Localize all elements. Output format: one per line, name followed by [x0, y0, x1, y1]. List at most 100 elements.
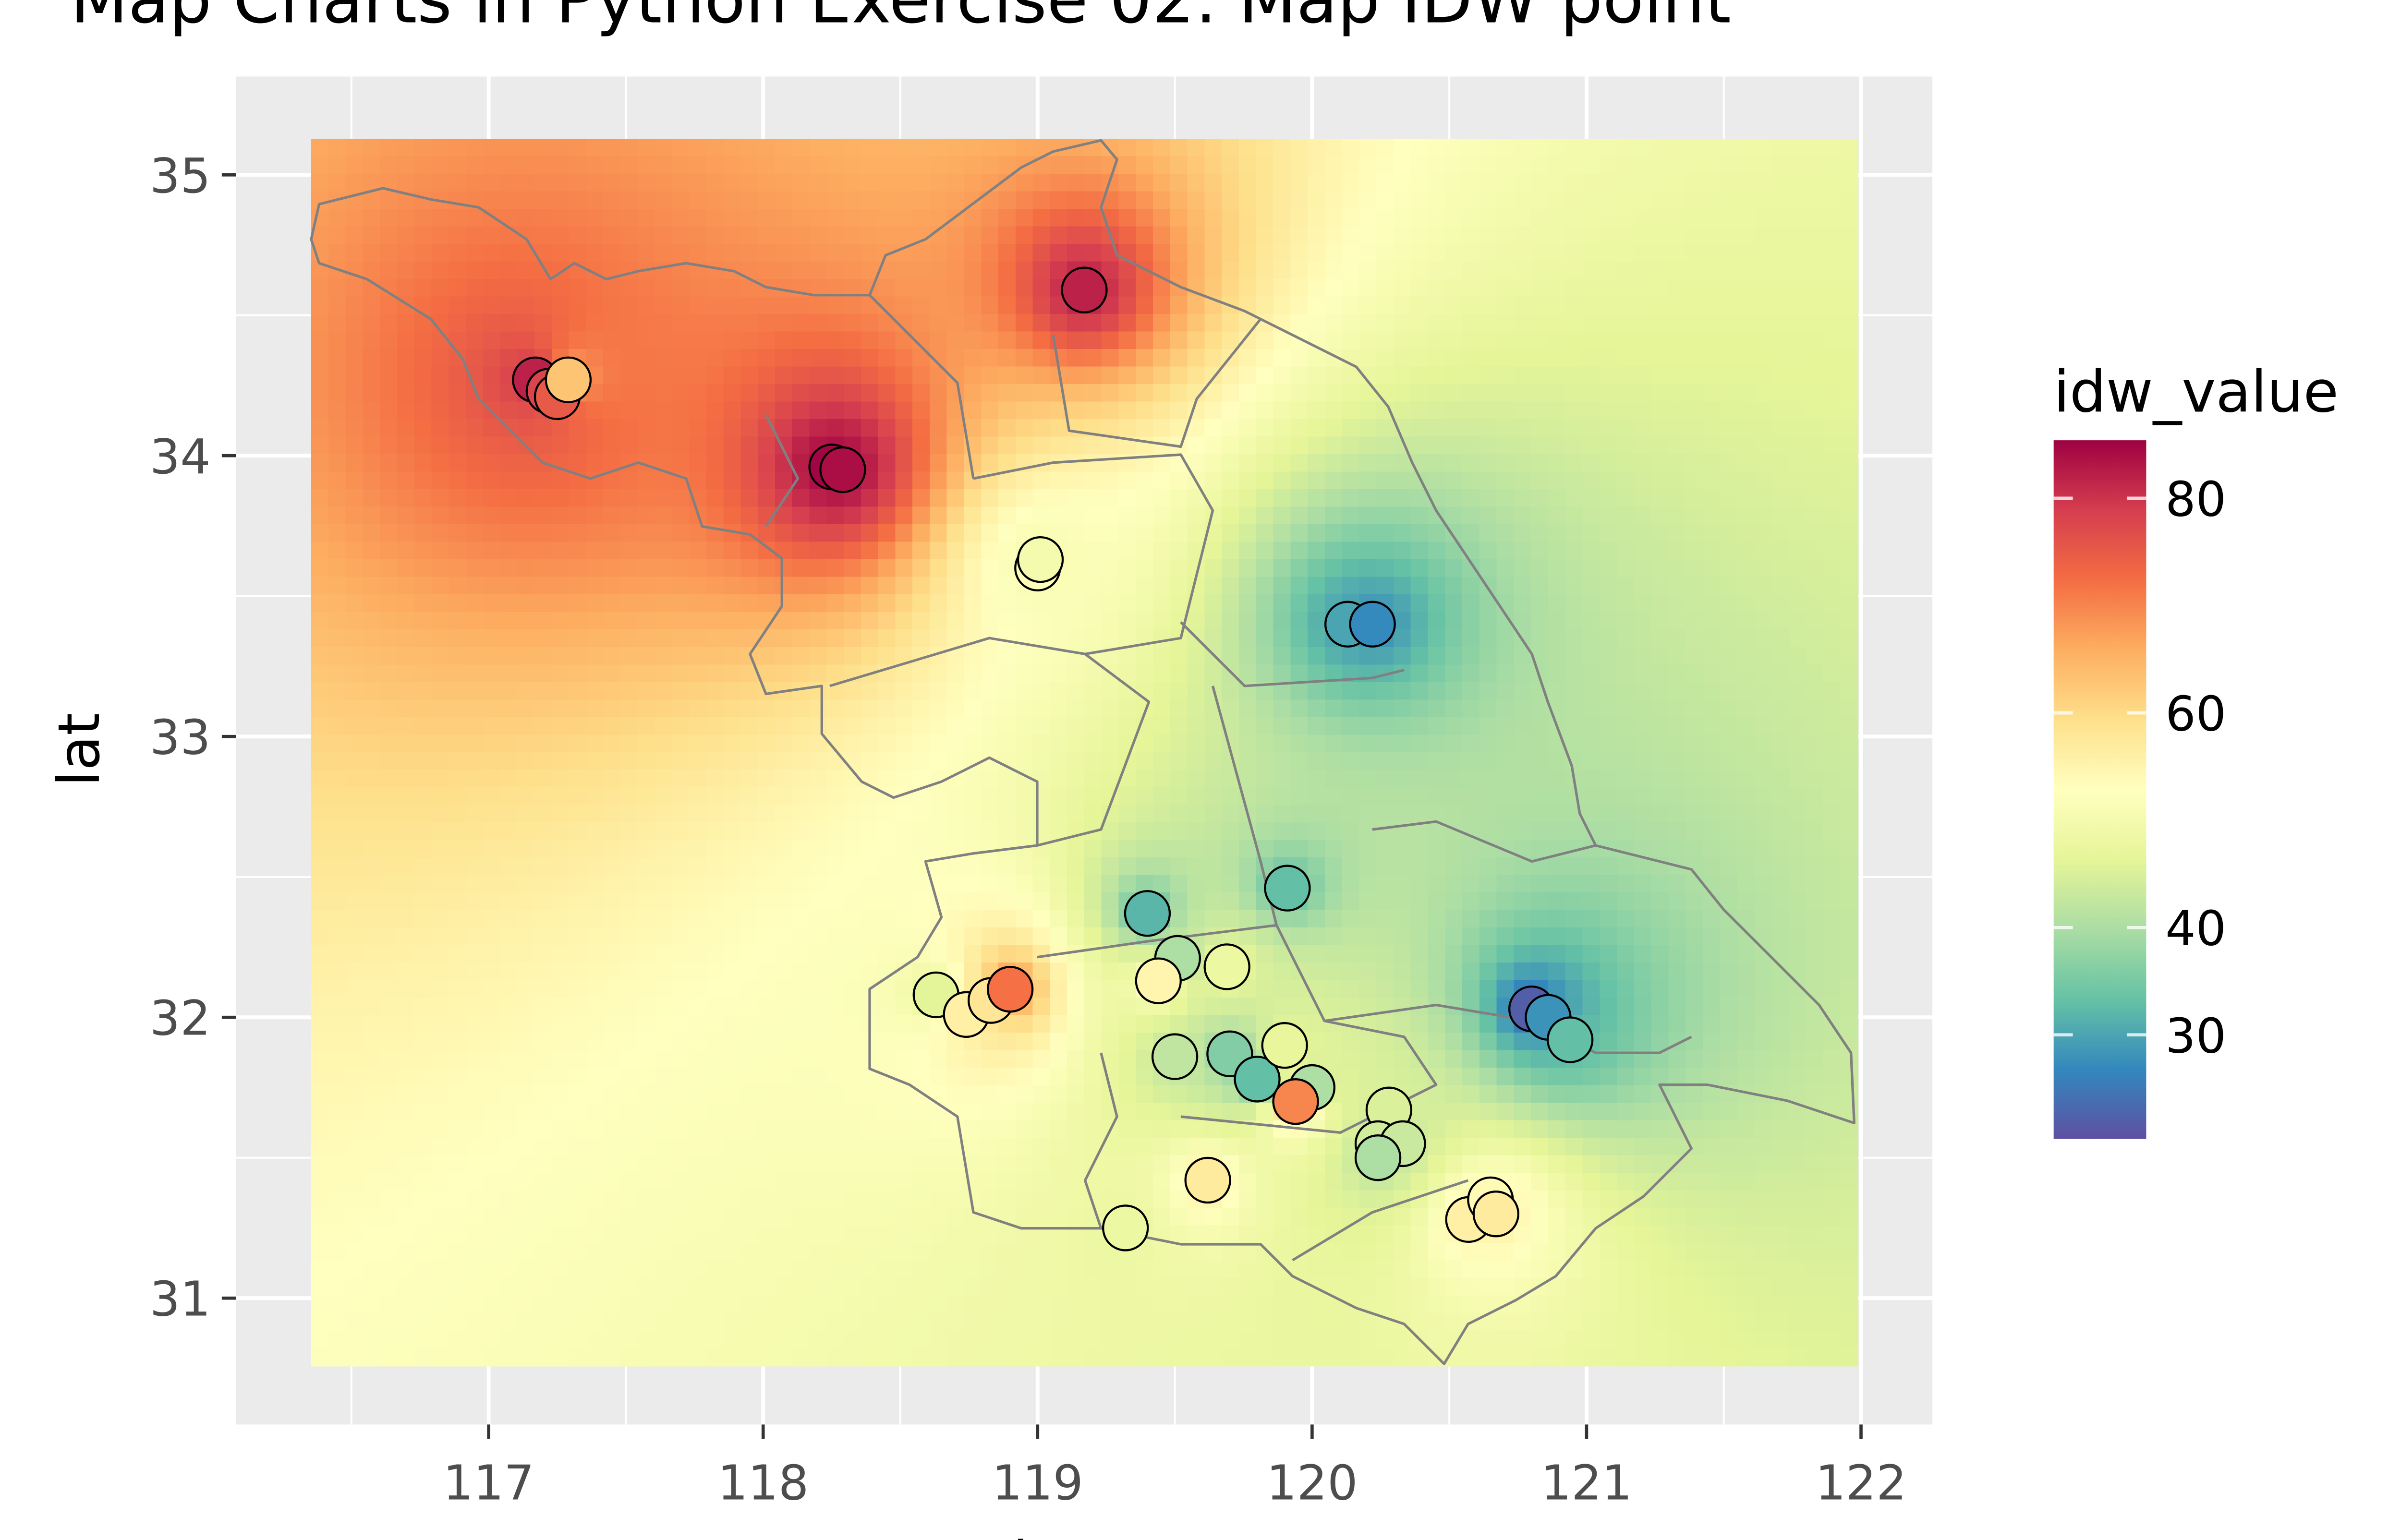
idw-cell [1393, 664, 1412, 683]
idw-cell [603, 191, 621, 210]
idw-cell [1771, 980, 1790, 999]
idw-cell [637, 436, 656, 456]
idw-cell [1393, 682, 1412, 701]
idw-cell [328, 209, 347, 228]
idw-cell [1273, 647, 1292, 666]
idw-cell [1582, 927, 1601, 946]
idw-cell [1050, 840, 1068, 858]
idw-cell [1153, 524, 1171, 543]
idw-cell [517, 805, 536, 823]
idw-cell [1101, 910, 1120, 928]
idw-cell [363, 261, 381, 280]
idw-cell [1462, 261, 1480, 280]
idw-cell [1376, 174, 1395, 192]
idw-cell [1840, 770, 1858, 788]
idw-cell [620, 997, 639, 1016]
idw-cell [1565, 174, 1584, 192]
idw-cell [449, 962, 467, 981]
idw-cell [1015, 174, 1034, 192]
idw-cell [586, 910, 605, 928]
idw-cell [1118, 1085, 1137, 1104]
idw-cell [620, 892, 639, 911]
idw-cell [500, 401, 519, 421]
idw-cell [1445, 139, 1464, 157]
idw-cell [1617, 945, 1635, 963]
idw-cell [1445, 541, 1464, 561]
idw-cell [878, 857, 897, 876]
idw-cell [1823, 910, 1842, 928]
idw-cell [431, 770, 450, 788]
idw-cell [1806, 279, 1824, 298]
idw-cell [1496, 699, 1515, 718]
idw-cell [895, 209, 914, 228]
idw-cell [912, 419, 931, 438]
idw-cell [380, 244, 398, 263]
idw-cell [655, 1102, 673, 1121]
idw-cell [414, 612, 433, 631]
idw-cell [534, 174, 553, 192]
idw-cell [912, 139, 931, 157]
idw-cell [1204, 1085, 1223, 1104]
idw-cell [465, 822, 484, 841]
idw-cell [1238, 401, 1257, 421]
idw-cell [1170, 506, 1188, 526]
idw-cell [311, 647, 329, 666]
idw-cell [1428, 401, 1446, 421]
idw-cell [1222, 559, 1240, 578]
idw-cell [912, 840, 931, 858]
idw-cell [1101, 314, 1120, 333]
idw-cell [1582, 436, 1601, 456]
idw-cell [500, 717, 519, 736]
idw-cell [517, 770, 536, 788]
idw-cell [1222, 892, 1240, 911]
idw-cell [1101, 594, 1120, 613]
idw-cell [655, 349, 673, 368]
idw-cell [723, 209, 742, 228]
idw-cell [878, 1015, 897, 1034]
idw-cell [1531, 787, 1549, 806]
idw-cell [1771, 471, 1790, 491]
idw-cell [465, 1102, 484, 1121]
idw-cell [1376, 1067, 1395, 1086]
idw-cell [517, 314, 536, 333]
idw-cell [1600, 647, 1618, 666]
idw-cell [1376, 752, 1395, 771]
idw-cell [603, 314, 621, 333]
idw-cell [1342, 436, 1360, 456]
idw-cell [1702, 752, 1721, 771]
idw-cell [363, 594, 381, 613]
idw-cell [1204, 454, 1223, 473]
idw-cell [517, 787, 536, 806]
idw-cell [363, 541, 381, 561]
idw-cell [792, 559, 811, 578]
idw-cell [1101, 962, 1120, 981]
idw-cell [758, 577, 776, 596]
idw-cell [1238, 875, 1257, 893]
idw-cell [1634, 805, 1652, 823]
idw-cell [534, 962, 553, 981]
idw-cell [449, 805, 467, 823]
idw-cell [1308, 401, 1326, 421]
idw-cell [1462, 436, 1480, 456]
idw-cell [1686, 629, 1704, 648]
idw-cell [586, 489, 605, 508]
idw-cell [1324, 506, 1343, 526]
idw-cell [1187, 734, 1206, 753]
idw-cell [483, 174, 501, 192]
idw-cell [345, 857, 364, 876]
idw-cell [637, 384, 656, 403]
idw-cell [1651, 822, 1670, 841]
idw-cell [1514, 962, 1532, 981]
idw-cell [1324, 945, 1343, 963]
idw-cell [706, 840, 725, 858]
idw-cell [912, 910, 931, 928]
idw-cell [706, 962, 725, 981]
idw-cell [1342, 717, 1360, 736]
idw-cell [1222, 997, 1240, 1016]
idw-cell [689, 384, 707, 403]
idw-cell [1565, 366, 1584, 385]
idw-cell [1496, 717, 1515, 736]
idw-cell [1445, 1085, 1464, 1104]
idw-cell [1101, 331, 1120, 350]
idw-cell [431, 594, 450, 613]
